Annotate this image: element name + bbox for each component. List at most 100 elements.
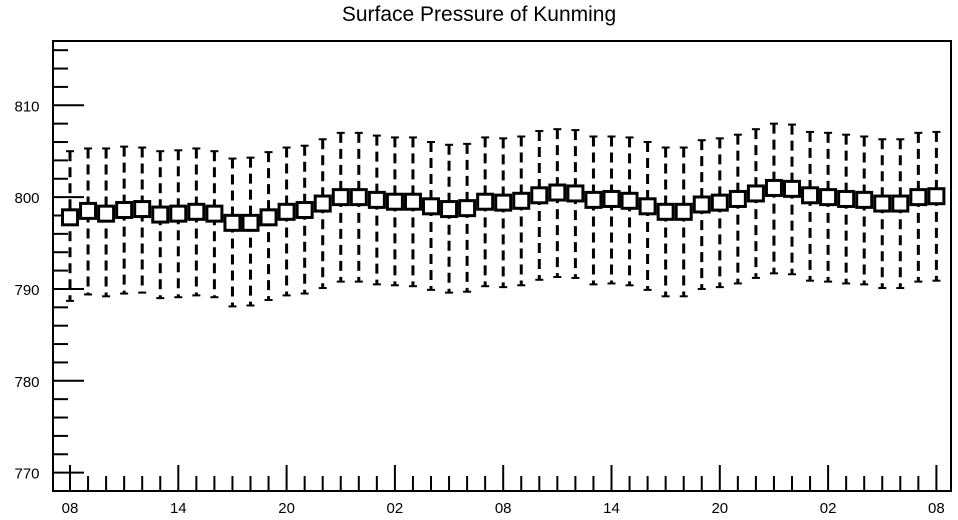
box-marker [566, 184, 585, 203]
box-marker [494, 193, 513, 212]
data-point [873, 138, 892, 290]
data-point [241, 156, 260, 307]
x-tick-label: 08 [62, 500, 79, 517]
data-point [927, 130, 946, 282]
box-marker [367, 190, 386, 209]
data-point [512, 135, 531, 287]
data-point [710, 137, 729, 289]
data-point [169, 149, 188, 299]
data-point [349, 131, 368, 283]
data-point [187, 147, 206, 297]
box-marker [530, 186, 549, 205]
box-marker [115, 200, 134, 219]
box-marker [385, 192, 404, 211]
box-marker [79, 201, 98, 220]
box-marker [783, 179, 801, 198]
axis-tick-labels: 770 780 790 800 810 08 14 20 02 08 14 20 02 08 [14, 98, 944, 517]
box-marker [440, 200, 459, 219]
box-marker [61, 208, 79, 227]
box-marker [151, 205, 170, 224]
y-tick-label: 780 [14, 374, 39, 391]
data-marks [61, 122, 946, 308]
x-tick-label: 08 [928, 500, 945, 517]
data-point [115, 145, 134, 295]
data-point [422, 141, 440, 291]
data-point [458, 142, 477, 293]
data-point [566, 129, 585, 279]
data-point [79, 147, 98, 296]
x-tick-label: 08 [495, 500, 512, 517]
box-marker [692, 195, 711, 214]
data-point [728, 133, 747, 285]
data-point [602, 135, 621, 285]
data-point [331, 131, 350, 283]
box-marker [169, 204, 188, 223]
data-point [692, 139, 711, 290]
data-point [385, 136, 404, 287]
box-marker [801, 186, 820, 205]
x-tick-label: 02 [820, 500, 837, 517]
box-marker [277, 202, 296, 221]
box-marker [837, 189, 856, 208]
y-tick-label: 770 [14, 466, 39, 483]
box-marker [548, 183, 567, 202]
data-point [313, 138, 332, 290]
box-marker [927, 187, 946, 206]
data-point [295, 144, 314, 295]
box-marker [764, 178, 783, 197]
data-point [764, 122, 783, 275]
box-marker [422, 197, 440, 216]
box-marker [873, 194, 892, 213]
data-point [133, 146, 152, 294]
box-marker [819, 188, 838, 207]
data-point [151, 150, 170, 300]
box-marker [313, 194, 332, 213]
box-marker [620, 191, 639, 210]
box-marker [97, 204, 116, 223]
data-point [277, 146, 296, 297]
data-point [403, 136, 422, 288]
data-point [61, 150, 79, 302]
data-point [674, 146, 693, 298]
data-point [476, 136, 495, 288]
axis-ticks [53, 49, 938, 492]
y-tick-label: 810 [14, 98, 39, 115]
data-point [97, 147, 116, 298]
data-point [783, 123, 801, 276]
box-marker [205, 204, 224, 223]
chart-title: Surface Pressure of Kunming [341, 3, 617, 26]
data-point [909, 131, 928, 283]
data-point [259, 151, 278, 301]
box-marker [259, 208, 278, 227]
data-point [837, 133, 856, 285]
box-marker [584, 190, 603, 209]
x-tick-label: 20 [711, 500, 728, 517]
x-tick-label: 02 [387, 500, 404, 517]
box-marker [710, 193, 729, 212]
box-marker [349, 188, 368, 207]
plot-frame [52, 40, 952, 492]
box-marker [656, 202, 675, 221]
data-point [530, 130, 549, 281]
box-marker [602, 189, 621, 208]
x-tick-label: 14 [603, 500, 620, 517]
y-tick-label: 790 [14, 282, 39, 299]
data-point [801, 130, 820, 282]
data-point [367, 134, 386, 286]
data-point [223, 157, 242, 308]
box-marker [223, 213, 242, 232]
data-point [584, 135, 603, 286]
box-marker [909, 188, 928, 207]
box-marker [403, 192, 422, 211]
box-marker [241, 213, 260, 232]
x-tick-label: 20 [278, 500, 295, 517]
box-marker [746, 184, 765, 203]
box-marker [855, 190, 874, 209]
box-marker [458, 199, 477, 218]
data-point [819, 131, 838, 283]
box-marker [331, 188, 350, 207]
y-tick-label: 800 [14, 190, 39, 207]
box-marker [476, 192, 495, 211]
data-point [620, 136, 639, 287]
